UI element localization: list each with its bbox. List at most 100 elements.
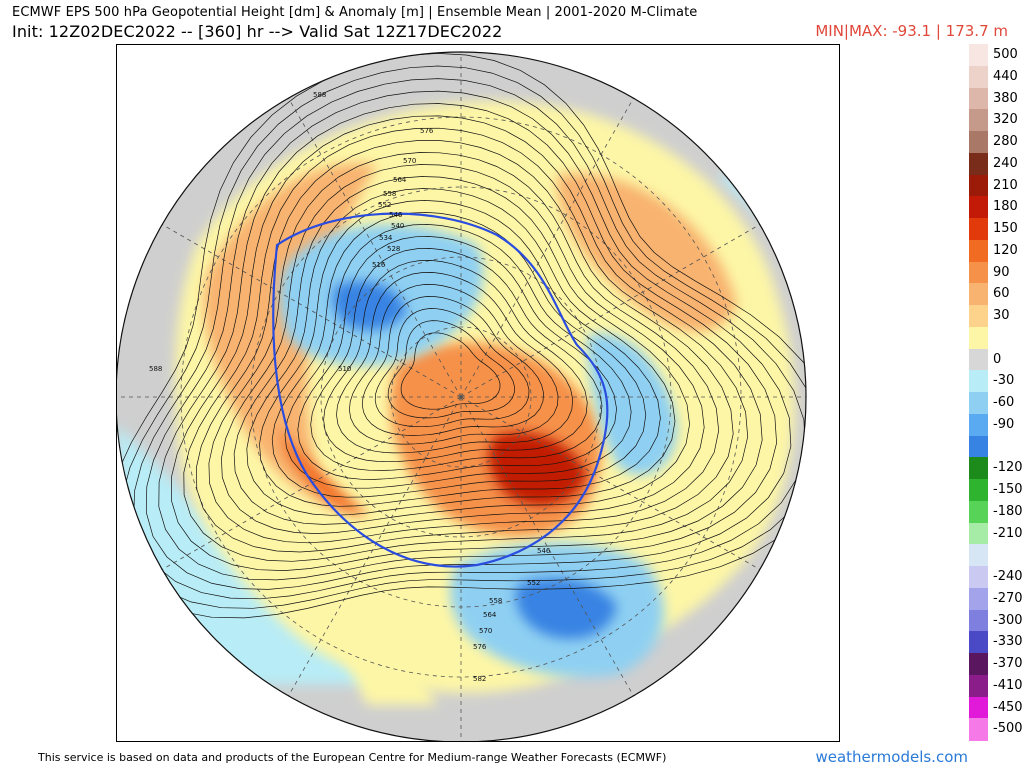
colorbar-label: -90: [993, 416, 1015, 432]
init-valid-line: Init: 12Z02DEC2022 -- [360] hr --> Valid…: [12, 22, 503, 41]
colorbar-swatch: [969, 152, 988, 175]
colorbar-label: -270: [993, 590, 1023, 606]
contour-label: 576: [420, 127, 434, 135]
meridian-line: [162, 396, 462, 570]
colorbar-swatch: [969, 435, 988, 458]
geopotential-contour: [387, 320, 515, 419]
colorbar-label: -240: [993, 569, 1023, 584]
forecast-map: 588 576 570 564 558 552 546 540 534 528 …: [117, 45, 839, 741]
anomaly-siberian-trough-core: [332, 281, 407, 330]
colorbar-label: 210: [993, 177, 1018, 193]
colorbar-swatch: [969, 370, 988, 393]
colorbar-label: 440: [993, 68, 1018, 84]
colorbar-label: -300: [993, 612, 1023, 628]
colorbar-swatch: [969, 239, 988, 262]
colorbar-swatch: [969, 609, 988, 632]
contour-labels: 588 576 570 564 558 552 546 540 534 528 …: [149, 91, 551, 683]
colorbar-label: -410: [993, 677, 1023, 693]
colorbar-label: 500: [993, 47, 1018, 62]
contour-label: 558: [489, 597, 502, 605]
contour-label: 552: [378, 201, 391, 209]
colorbar-label: -30: [993, 373, 1015, 389]
colorbar-swatch: [969, 305, 988, 328]
latitude-circle: [390, 326, 532, 468]
contour-label: 570: [479, 627, 492, 635]
contour-label: 576: [473, 643, 487, 651]
colorbar-label: 380: [993, 90, 1018, 106]
colorbar-label: 240: [993, 155, 1018, 171]
geopotential-contour: [171, 115, 763, 571]
colorbar-swatch: [969, 566, 988, 589]
colorbar-swatch: [969, 696, 988, 719]
geopotential-contour: [349, 284, 559, 445]
geopotential-contour: [259, 200, 661, 507]
colorbar-swatch: [969, 109, 988, 132]
geopotential-contour: [400, 332, 501, 410]
geopotential-contour: [323, 260, 588, 463]
geopotential-contour: [145, 90, 792, 590]
min-max-readout: MIN|MAX: -93.1 | 173.7 m: [815, 22, 1008, 40]
colorbar-label: -120: [993, 460, 1023, 476]
meridian-line: [288, 98, 462, 398]
colorbar-swatch: [969, 348, 988, 371]
colorbar-label: 280: [993, 134, 1018, 149]
colorbar-swatch: [969, 218, 988, 241]
anomaly-north-america-trough-core: [515, 577, 617, 639]
meridian-line: [460, 396, 634, 696]
map-disc-edge: [117, 51, 807, 741]
colorbar-label: 0: [993, 351, 1002, 367]
geopotential-contour: [183, 127, 749, 562]
colorbar-label: 120: [993, 242, 1018, 258]
graticule: [117, 52, 806, 741]
colorbar-label: 60: [993, 286, 1010, 302]
highlight-contour: [272, 212, 609, 568]
meridian-line: [288, 396, 462, 696]
geopotential-contour: [158, 103, 777, 581]
colorbar-label: -330: [993, 634, 1023, 650]
colorbar-label: -370: [993, 656, 1023, 671]
colorbar-swatch: [969, 587, 988, 610]
colorbar-swatch: [969, 87, 988, 110]
colorbar-label: -60: [993, 395, 1015, 410]
colorbar-swatch: [969, 44, 988, 67]
anomaly-europe-trough: [587, 333, 677, 475]
geopotential-contour: [284, 224, 632, 489]
colorbar-swatch: [969, 196, 988, 219]
contour-label: 534: [379, 234, 393, 242]
geopotential-contour: [271, 212, 647, 498]
colorbar-swatch: [969, 413, 988, 436]
geopotential-contour: [297, 236, 617, 480]
colorbar-label: -180: [993, 503, 1023, 519]
contour-label: 516: [372, 261, 386, 269]
geopotential-contour: [117, 53, 806, 619]
contour-label: 588: [149, 365, 162, 373]
brand-link[interactable]: weathermodels.com: [815, 748, 968, 766]
colorbar-swatch: [969, 500, 988, 523]
colorbar-label: 150: [993, 221, 1018, 236]
colorbar-swatch: [969, 261, 988, 284]
anomaly-colorbar: 500 440 380 320 280 240 210 180 150 120 90 60 30 0 -30…: [969, 44, 1023, 741]
colorbar-swatch: [969, 479, 988, 502]
contour-label: 582: [473, 675, 486, 683]
geopotential-contour: [336, 272, 574, 454]
colorbar-swatch: [969, 283, 988, 306]
geopotential-contour: [120, 65, 806, 609]
contour-label: 546: [389, 211, 403, 219]
chart-title: ECMWF EPS 500 hPa Geopotential Height [d…: [12, 5, 698, 20]
colorbar-swatch: [969, 653, 988, 676]
contour-label: 546: [537, 547, 551, 555]
geopotential-contour: [195, 140, 734, 553]
anomaly-gulf-positive: [343, 605, 437, 705]
colorbar-swatch: [969, 174, 988, 197]
anomaly-russia-ridge: [557, 173, 737, 332]
geopotential-contour: [310, 248, 603, 471]
colorbar-label: 320: [993, 112, 1018, 128]
contour-label: 510: [338, 365, 351, 373]
colorbar-swatch: [969, 522, 988, 545]
geopotential-contour: [374, 308, 530, 428]
geopotential-contour: [233, 176, 690, 525]
contour-label: 564: [393, 176, 407, 184]
colorbar-label: 30: [993, 308, 1010, 323]
colorbar-swatch: [969, 457, 988, 480]
meridian-line: [460, 224, 760, 398]
